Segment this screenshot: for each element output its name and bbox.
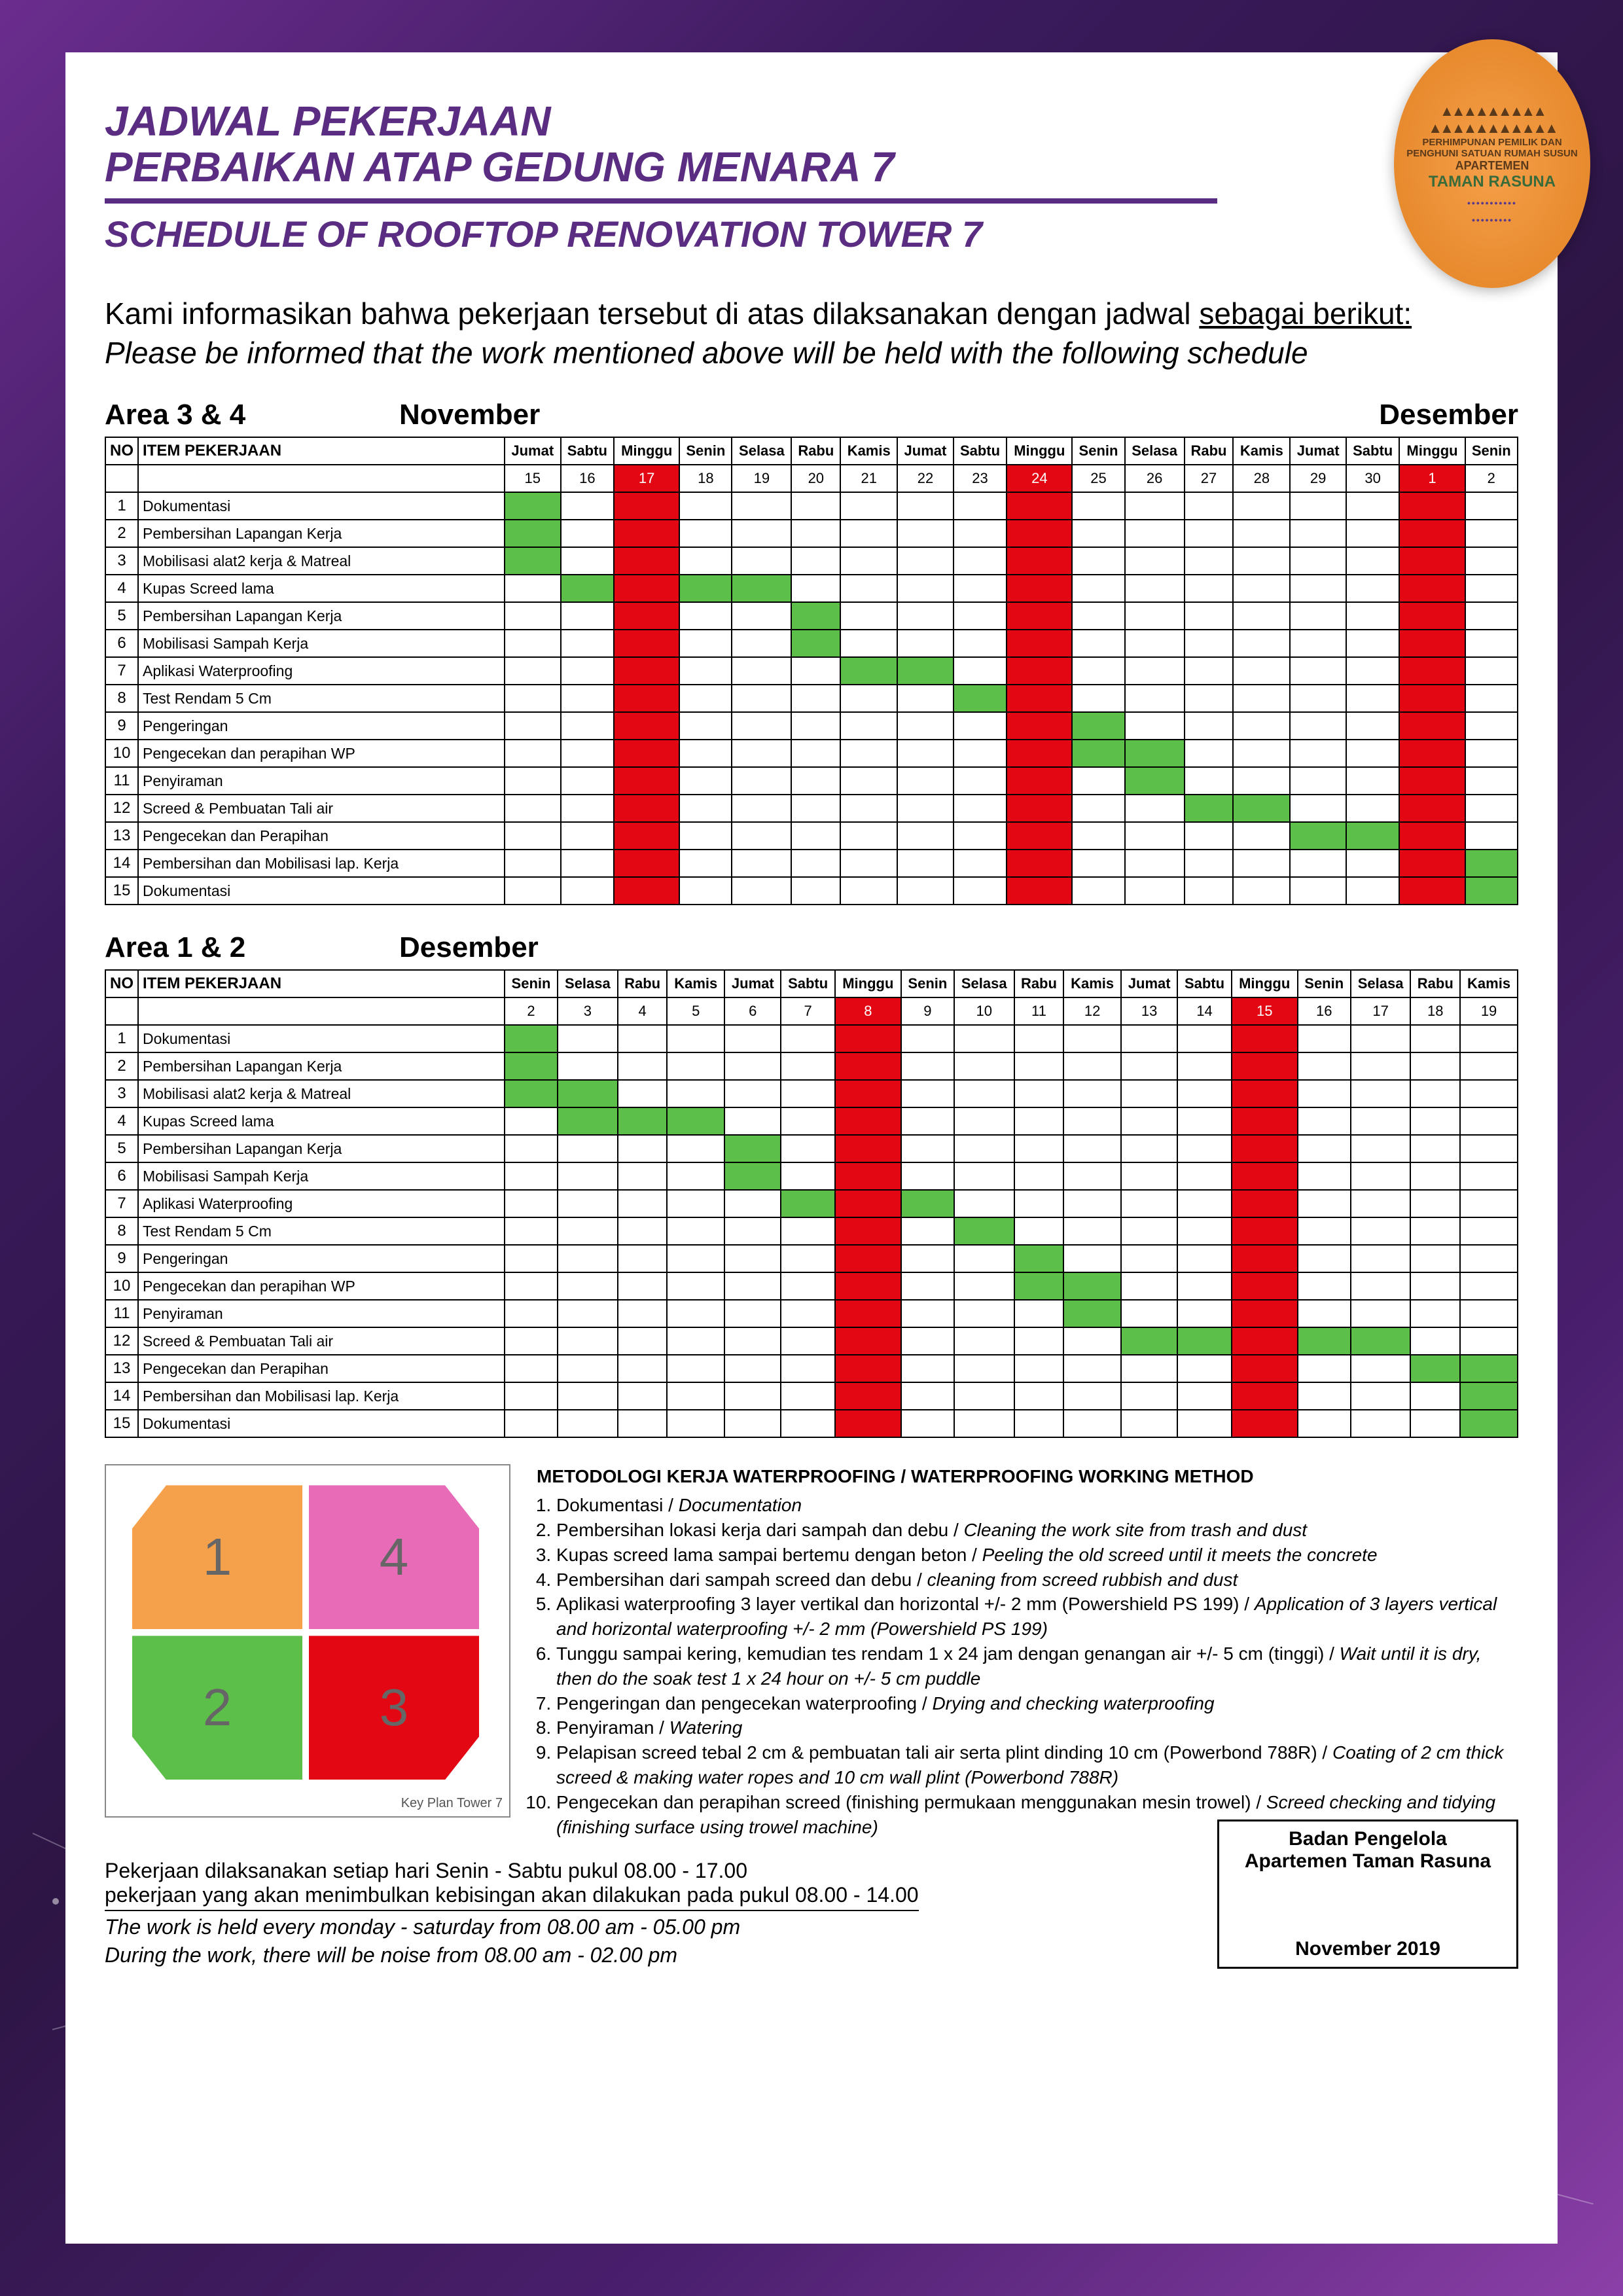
methodology-title: METODOLOGI KERJA WATERPROOFING / WATERPR… xyxy=(537,1464,1518,1489)
method-item: Kupas screed lama sampai bertemu dengan … xyxy=(556,1543,1518,1568)
floorplan-zone-4: 4 xyxy=(309,1485,479,1629)
methodology: METODOLOGI KERJA WATERPROOFING / WATERPR… xyxy=(537,1464,1518,1839)
floorplan-caption: Key Plan Tower 7 xyxy=(401,1796,503,1811)
intro-id: Kami informasikan bahwa pekerjaan terseb… xyxy=(105,295,1518,334)
method-item: Pengeringan dan pengecekan waterproofing… xyxy=(556,1691,1518,1716)
month-left: November xyxy=(399,399,540,431)
area-label: Area 1 & 2 xyxy=(105,931,399,964)
footer: Pekerjaan dilaksanakan setiap hari Senin… xyxy=(105,1859,1518,1967)
month-left: Desember xyxy=(399,931,539,964)
sign-date: November 2019 xyxy=(1224,1938,1511,1960)
method-item: Dokumentasi / Documentation xyxy=(556,1493,1518,1518)
sign-line-2: Apartemen Taman Rasuna xyxy=(1224,1850,1511,1873)
gantt-table: NOITEM PEKERJAANJumatSabtuMingguSeninSel… xyxy=(105,437,1518,905)
footer-id-2: pekerjaan yang akan menimbulkan kebising… xyxy=(105,1883,919,1911)
method-item: Aplikasi waterproofing 3 layer vertikal … xyxy=(556,1592,1518,1641)
gantt-table: NOITEM PEKERJAANSeninSelasaRabuKamisJuma… xyxy=(105,969,1518,1438)
sign-line-1: Badan Pengelola xyxy=(1224,1828,1511,1850)
area-header: Area 1 & 2 Desember xyxy=(105,931,1518,964)
floorplan-zone-1: 1 xyxy=(132,1485,302,1629)
document-sheet: JADWAL PEKERJAANPERBAIKAN ATAP GEDUNG ME… xyxy=(65,52,1558,2244)
title-id: JADWAL PEKERJAANPERBAIKAN ATAP GEDUNG ME… xyxy=(105,98,1217,204)
intro-en: Please be informed that the work mention… xyxy=(105,334,1518,373)
floorplan: 1 4 2 3 Key Plan Tower 7 xyxy=(105,1464,510,1818)
method-item: Penyiraman / Watering xyxy=(556,1715,1518,1740)
signature-box: Badan Pengelola Apartemen Taman Rasuna N… xyxy=(1217,1820,1518,1969)
intro-block: Kami informasikan bahwa pekerjaan terseb… xyxy=(105,295,1518,373)
floorplan-zone-2: 2 xyxy=(132,1636,302,1780)
area-label: Area 3 & 4 xyxy=(105,399,399,431)
method-item: Pelapisan screed tebal 2 cm & pembuatan … xyxy=(556,1740,1518,1790)
area-header: Area 3 & 4 November Desember xyxy=(105,399,1518,431)
title-en: SCHEDULE OF ROOFTOP RENOVATION TOWER 7 xyxy=(105,213,1348,255)
bottom-section: 1 4 2 3 Key Plan Tower 7 METODOLOGI KERJ… xyxy=(105,1464,1518,1839)
method-item: Pembersihan dari sampah screed dan debu … xyxy=(556,1568,1518,1592)
floorplan-zone-3: 3 xyxy=(309,1636,479,1780)
org-badge: ▲▲▲▲▲▲▲▲▲ ▲▲▲▲▲▲▲▲▲▲▲ PERHIMPUNAN PEMILI… xyxy=(1394,39,1590,288)
method-item: Tunggu sampai kering, kemudian tes renda… xyxy=(556,1641,1518,1691)
method-item: Pembersihan lokasi kerja dari sampah dan… xyxy=(556,1518,1518,1543)
month-right: Desember xyxy=(1379,399,1518,431)
